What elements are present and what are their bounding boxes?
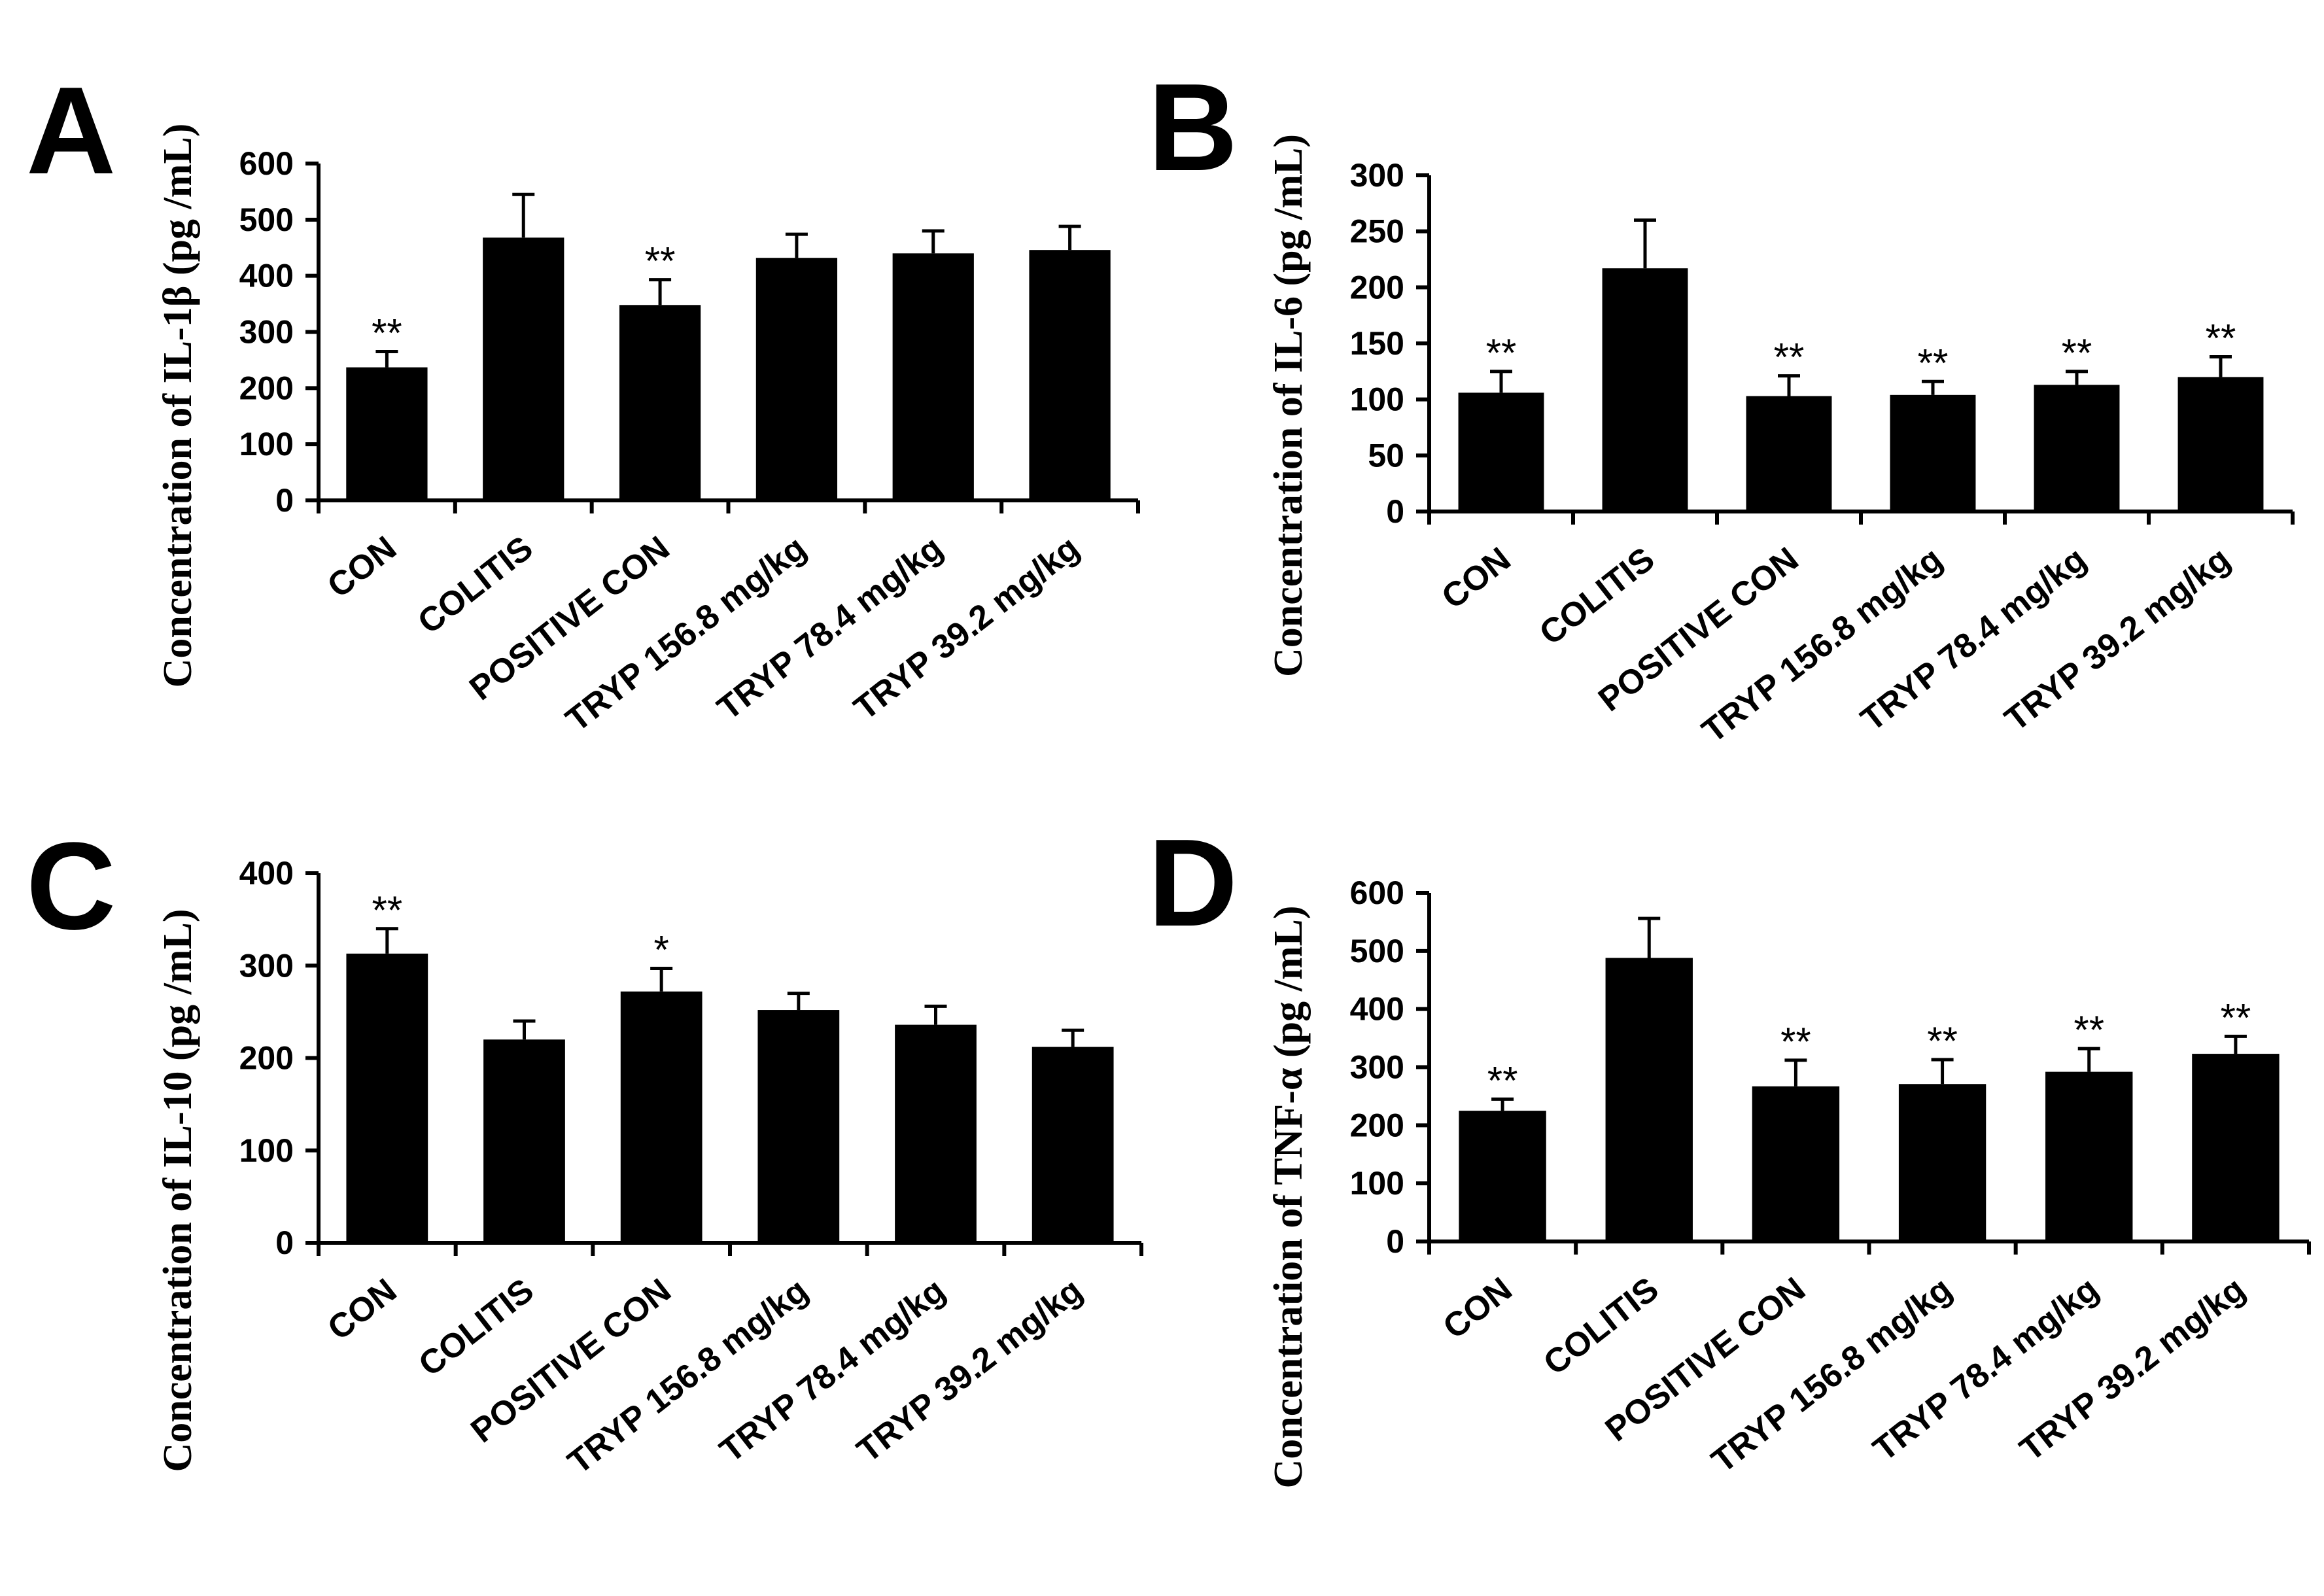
x-category-label: TRYP 156.8 mg/kg — [1695, 540, 1950, 751]
y-tick-label: 0 — [275, 482, 294, 519]
significance-marker: ** — [372, 888, 402, 932]
significance-marker: ** — [1918, 341, 1949, 385]
y-tick-label: 300 — [1350, 1049, 1404, 1086]
bar — [2034, 385, 2120, 512]
bar — [1605, 958, 1693, 1241]
x-category-label: COLITIS — [1536, 1270, 1665, 1383]
y-tick-label: 600 — [239, 145, 294, 182]
significance-marker: ** — [1927, 1019, 1958, 1063]
bar — [892, 253, 974, 500]
y-tick-label: 100 — [239, 1132, 294, 1169]
y-tick-label: 100 — [1350, 381, 1404, 418]
bar — [755, 258, 838, 500]
x-category-label: TRYP 39.2 mg/kg — [850, 1272, 1090, 1470]
significance-marker: ** — [2206, 317, 2236, 360]
bar — [619, 305, 701, 500]
y-tick-label: 0 — [1386, 493, 1404, 530]
x-category-label: TRYP 78.4 mg/kg — [710, 529, 950, 728]
bar — [346, 953, 428, 1243]
panel-a: A Concentration of IL-1β (pg /mL) 0 100 200 3… — [26, 61, 1140, 740]
y-tick-label: 50 — [1368, 437, 1404, 474]
panel-letter: B — [1148, 58, 1238, 197]
y-tick-label: 250 — [1350, 213, 1404, 250]
bar — [483, 237, 564, 500]
x-category-label: CON — [1436, 1270, 1519, 1347]
significance-marker: ** — [1487, 1058, 1518, 1102]
y-tick-label: 200 — [1350, 1107, 1404, 1143]
bar — [2177, 377, 2264, 512]
y-tick-label: 400 — [1350, 991, 1404, 1028]
x-category-label: COLITIS — [1533, 540, 1661, 653]
x-category-label: TRYP 78.4 mg/kg — [713, 1272, 952, 1470]
x-category-label: CON — [321, 529, 404, 606]
y-axis-label: Concentration of TNF-α (pg /mL) — [1266, 905, 1311, 1488]
bar — [1032, 1047, 1114, 1243]
bar — [1459, 1111, 1546, 1241]
significance-marker: * — [653, 928, 668, 971]
y-tick-label: 300 — [1350, 157, 1404, 194]
y-tick-label: 200 — [1350, 269, 1404, 305]
y-tick-label: 100 — [1350, 1165, 1404, 1202]
bar — [1890, 394, 1976, 512]
y-tick-label: 600 — [1350, 875, 1404, 911]
y-axis-label: Concentration of IL-10 (pg /mL) — [156, 909, 200, 1472]
y-tick-label: 500 — [239, 201, 294, 238]
x-category-label: COLITIS — [412, 1272, 541, 1384]
panel-c: C Concentration of IL-10 (pg /mL) 0 100 200 3… — [26, 817, 1143, 1482]
y-tick-label: 0 — [1386, 1223, 1404, 1260]
bar — [1602, 268, 1688, 512]
panel-letter: C — [26, 817, 116, 956]
y-tick-label: 200 — [239, 370, 294, 406]
y-axis-label: Concentration of IL-1β (pg /mL) — [156, 124, 200, 688]
x-category-label: TRYP 156.8 mg/kg — [1705, 1270, 1959, 1481]
bar — [1029, 250, 1111, 500]
x-category-label: CON — [1435, 540, 1518, 617]
significance-marker: ** — [1780, 1020, 1811, 1064]
y-tick-label: 500 — [1350, 933, 1404, 969]
y-tick-label: 300 — [239, 314, 294, 351]
bar — [895, 1024, 977, 1243]
y-tick-label: 400 — [239, 855, 294, 892]
x-category-label: TRYP 156.8 mg/kg — [561, 1272, 816, 1482]
significance-marker: ** — [372, 311, 402, 355]
y-tick-label: 300 — [239, 947, 294, 984]
x-category-label: TRYP 39.2 mg/kg — [847, 529, 1086, 728]
significance-marker: ** — [1486, 331, 1517, 375]
bar — [1752, 1086, 1840, 1241]
x-category-label: COLITIS — [411, 529, 540, 642]
significance-marker: ** — [1774, 336, 1805, 379]
x-category-label: CON — [321, 1272, 404, 1348]
panel-letter: A — [26, 61, 116, 200]
significance-marker: ** — [645, 239, 676, 283]
y-tick-label: 150 — [1350, 325, 1404, 362]
y-axis-label: Concentration of IL-6 (pg /mL) — [1266, 134, 1311, 677]
bar — [346, 367, 428, 500]
significance-marker: ** — [2062, 331, 2092, 375]
panel-b: B Concentration of IL-6 (pg /mL) 0 50 100 150… — [1148, 58, 2295, 751]
bar — [1746, 396, 1832, 512]
significance-marker: ** — [2221, 996, 2251, 1039]
bar — [483, 1039, 565, 1243]
bar — [757, 1010, 840, 1243]
y-tick-label: 200 — [239, 1040, 294, 1077]
y-tick-label: 100 — [239, 426, 294, 462]
bar — [620, 991, 702, 1243]
bar — [2192, 1054, 2280, 1241]
significance-marker: ** — [2073, 1008, 2104, 1052]
y-tick-label: 0 — [275, 1224, 294, 1261]
bar — [1898, 1084, 1986, 1241]
x-category-label: TRYP 156.8 mg/kg — [559, 529, 814, 740]
bar — [1458, 392, 1544, 512]
panel-d: D Concentration of TNF-α (pg /mL) 0 100 200 3… — [1148, 814, 2311, 1489]
bar — [2045, 1071, 2133, 1241]
y-tick-label: 400 — [239, 258, 294, 294]
panel-letter: D — [1148, 814, 1238, 952]
